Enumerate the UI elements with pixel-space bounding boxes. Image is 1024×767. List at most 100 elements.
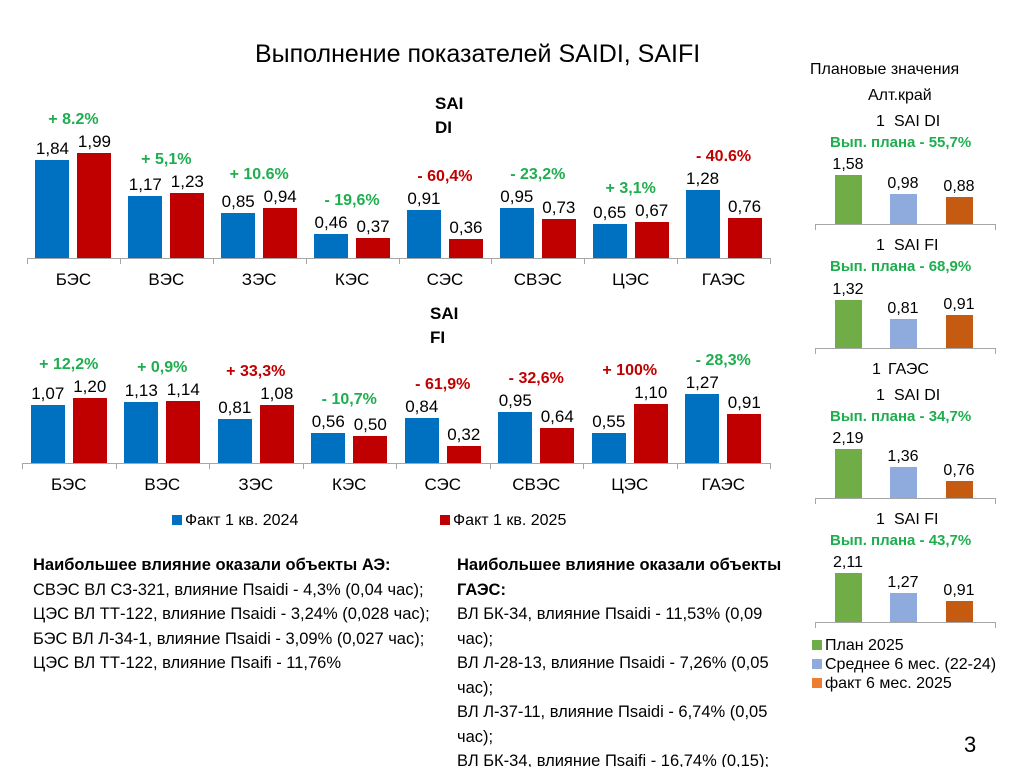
plan-completion-label: Вып. плана - 34,7% bbox=[830, 408, 972, 425]
data-label: 1,99 bbox=[77, 131, 111, 151]
page-number: 3 bbox=[964, 732, 977, 757]
bar-2025 bbox=[353, 436, 388, 463]
category-label: КЭС bbox=[334, 270, 370, 289]
data-label: 1,27 bbox=[685, 373, 719, 393]
mini-bar bbox=[946, 480, 973, 498]
change-label: + 10.6% bbox=[229, 166, 289, 184]
bar-2024 bbox=[592, 223, 627, 258]
category-label: СЭС bbox=[426, 270, 464, 289]
plan-region: Алт.край bbox=[868, 87, 932, 104]
bar-2025 bbox=[727, 413, 762, 463]
bar-2024 bbox=[314, 233, 349, 258]
category-label: СЭС bbox=[424, 475, 462, 494]
data-label: 1,17 bbox=[128, 174, 162, 194]
axis-tick bbox=[677, 258, 679, 264]
chart-title: SAI DI bbox=[435, 94, 464, 137]
axis-tick bbox=[995, 622, 996, 628]
data-label: 0,55 bbox=[592, 412, 626, 432]
axis-tick bbox=[489, 463, 491, 469]
data-label: 1,13 bbox=[124, 380, 158, 400]
mini-x-axis bbox=[815, 348, 995, 349]
mini-chart-title: SAI FI bbox=[894, 511, 939, 528]
bar-2024 bbox=[221, 212, 256, 258]
bar-2025 bbox=[263, 208, 298, 258]
bar-2024 bbox=[124, 401, 159, 463]
data-label: 0,56 bbox=[311, 411, 345, 431]
notes-heading: Наибольшее влияние оказали объекты АЭ: bbox=[33, 556, 391, 574]
plan-completion-label: Вып. плана - 68,9% bbox=[830, 258, 972, 275]
mini-bar bbox=[946, 196, 973, 224]
change-label: + 8.2% bbox=[48, 110, 99, 128]
data-label: 0,95 bbox=[500, 186, 534, 206]
data-label: 0,81 bbox=[887, 299, 919, 317]
bar-2024 bbox=[404, 417, 439, 463]
group-prefix: 1 bbox=[872, 361, 881, 378]
category-label: ГАЭС bbox=[701, 475, 746, 494]
mini-bar bbox=[890, 467, 917, 498]
data-label: 1,08 bbox=[260, 383, 294, 403]
legend-swatch-red bbox=[440, 515, 450, 525]
category-label: ВЭС bbox=[144, 475, 181, 494]
data-label: 0,46 bbox=[314, 212, 348, 232]
change-label: - 28,3% bbox=[695, 352, 751, 370]
data-label: 0,36 bbox=[449, 217, 483, 237]
bar-2025 bbox=[446, 445, 481, 463]
bar-2025 bbox=[633, 403, 668, 463]
bar-2024 bbox=[685, 190, 720, 258]
axis-tick bbox=[302, 463, 304, 469]
note-line: ВЛ БК-34, влияние Пsaidi - 11,53% (0,09 … bbox=[457, 605, 763, 648]
data-label: 0,73 bbox=[542, 198, 576, 218]
mini-bar bbox=[946, 315, 973, 348]
data-label: 0,88 bbox=[943, 177, 975, 195]
bar-2025 bbox=[77, 152, 112, 258]
bar-2025 bbox=[166, 401, 201, 463]
legend-item-fact: факт 6 мес. 2025 bbox=[812, 674, 996, 693]
mini-x-axis bbox=[815, 498, 995, 499]
axis-tick bbox=[22, 463, 23, 469]
notes-left: Наибольшее влияние оказали объекты АЭ: С… bbox=[33, 553, 451, 676]
bar-2024 bbox=[311, 432, 346, 463]
legend-label: Факт 1 кв. 2024 bbox=[185, 512, 299, 529]
chart-title: SAI FI bbox=[430, 304, 459, 347]
axis-tick bbox=[770, 463, 771, 469]
category-label: 1 bbox=[876, 387, 885, 404]
note-line: БЭС ВЛ Л-34-1, влияние Пsaidi - 3,09% (0… bbox=[33, 629, 425, 648]
bar-2025 bbox=[541, 219, 576, 258]
data-label: 1,14 bbox=[166, 380, 200, 400]
mini-bar bbox=[835, 573, 862, 622]
axis-tick bbox=[676, 463, 678, 469]
legend-item-avg: Среднее 6 мес. (22-24) bbox=[812, 655, 996, 674]
legend-item-2024: Факт 1 кв. 2024 bbox=[172, 512, 298, 530]
plan-heading: Плановые значения bbox=[810, 61, 960, 78]
change-label: + 12,2% bbox=[39, 356, 99, 374]
axis-tick bbox=[995, 348, 996, 354]
axis-tick bbox=[770, 258, 771, 264]
mini-bar bbox=[946, 601, 973, 622]
category-label: 1 bbox=[876, 113, 885, 130]
bar-2025 bbox=[259, 404, 294, 463]
bar-2025 bbox=[72, 398, 107, 463]
axis-tick bbox=[815, 348, 816, 354]
bar-2024 bbox=[30, 405, 65, 463]
category-label: СВЭС bbox=[513, 270, 562, 289]
change-label: + 5,1% bbox=[141, 150, 192, 168]
category-label: ГАЭС bbox=[701, 270, 746, 289]
data-label: 1,10 bbox=[634, 382, 668, 402]
axis-tick bbox=[212, 258, 214, 264]
data-label: 0,37 bbox=[356, 217, 390, 237]
data-label: 0,65 bbox=[593, 202, 627, 222]
bar-2024 bbox=[498, 411, 533, 463]
category-label: 1 bbox=[876, 511, 885, 528]
mini-chart-title: SAI FI bbox=[894, 237, 939, 254]
data-label: 0,91 bbox=[727, 392, 761, 412]
bar-2025 bbox=[727, 217, 762, 258]
data-label: 0,91 bbox=[943, 582, 975, 600]
notes-right: Наибольшее влияние оказали объекты ГАЭС:… bbox=[457, 553, 802, 767]
change-label: - 40.6% bbox=[695, 148, 752, 166]
axis-tick bbox=[995, 498, 996, 504]
bar-2024 bbox=[591, 433, 626, 463]
mini-bar bbox=[835, 448, 862, 498]
axis-tick bbox=[815, 622, 816, 628]
axis-tick bbox=[815, 224, 816, 230]
mini-x-axis bbox=[815, 622, 995, 623]
